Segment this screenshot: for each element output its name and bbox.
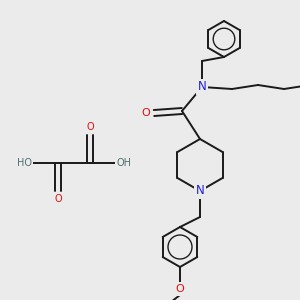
- Text: O: O: [176, 284, 184, 294]
- Text: N: N: [196, 184, 204, 197]
- Text: HO: HO: [16, 158, 32, 168]
- Text: OH: OH: [116, 158, 131, 168]
- Text: O: O: [142, 108, 150, 118]
- Text: O: O: [54, 194, 62, 204]
- Text: O: O: [86, 122, 94, 132]
- Text: N: N: [198, 80, 206, 94]
